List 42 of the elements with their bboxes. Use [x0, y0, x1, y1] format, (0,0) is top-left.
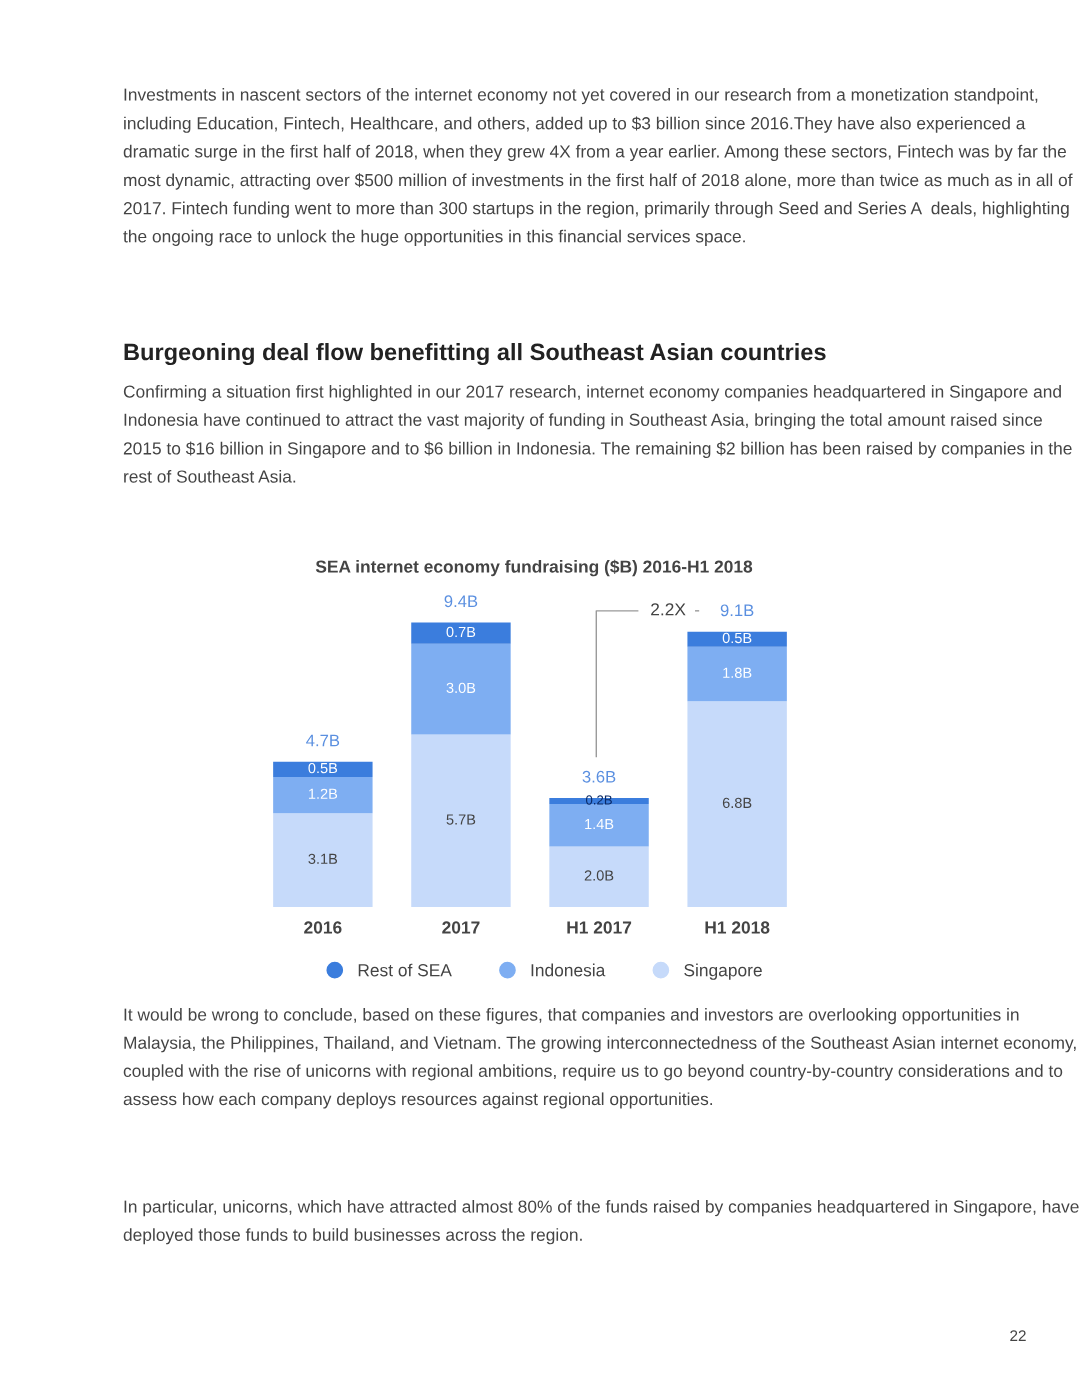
text: 2.2X	[651, 603, 686, 616]
x-tick-label: 2016	[304, 921, 342, 934]
total-label: 4.7B	[306, 734, 340, 747]
bar	[411, 643, 511, 735]
data-label: 0.5B	[308, 762, 338, 774]
data-label: 6.8B	[722, 797, 752, 809]
data-label: 1.2B	[308, 788, 338, 799]
bar	[273, 776, 373, 814]
x-tick-label: 2017	[442, 921, 480, 934]
bar	[273, 813, 373, 907]
data-label: 0.2B	[585, 795, 612, 805]
bar	[273, 761, 373, 777]
bar	[549, 804, 649, 847]
data-label: 3.1B	[308, 853, 338, 865]
legend-label: Singapore	[684, 963, 762, 980]
data-label: 3.0B	[446, 682, 476, 694]
x-tick-label: H1 2017	[567, 921, 632, 934]
data-label: 1.8B	[723, 667, 752, 678]
total-label: 9.1B	[720, 604, 754, 617]
bar	[687, 701, 787, 907]
x-tick-label: H1 2018	[705, 921, 770, 934]
bar	[549, 846, 649, 907]
data-label: 2.0B	[584, 870, 614, 881]
total-label: 3.6B	[582, 770, 616, 783]
text: In particular, unicorns, which have attracted almost 80% of the funds raised by companies headquartered in Singapore, have deployed those funds to build businesses across the region.	[123, 1200, 1079, 1245]
data-label: 0.5B	[722, 632, 752, 644]
bar	[411, 734, 511, 907]
text: 22	[1010, 1330, 1026, 1341]
bar	[411, 622, 511, 644]
text: Investments in nascent sectors of the internet economy not yet covered in our research from a monetization standpoint, including Education, Fintech, Healthcare, and others, added up to $3 billion since 2016.They have also experienced a dramatic surge in the first half of 2018, when they grew 4X from a year earlier. Among these sectors, Fintech was by far the most dynamic, attracting over $500 million of investments in the first half of 2018 alone, more than twice as much as in all of 2017. Fintech funding went to more than 300 startups in the region, primarily through Seed and Series A deals, highlighting the ongoing race to unlock the huge opportunities in this financial services space.	[123, 88, 1073, 246]
data-label: 1.4B	[585, 819, 614, 830]
data-label: 5.7B	[446, 814, 476, 825]
text: Burgeoning deal flow benefitting all Southeast Asian countries	[124, 343, 826, 366]
total-label: 9.4B	[444, 595, 478, 608]
legend-label: Indonesia	[531, 963, 606, 977]
chart-title: SEA internet economy fundraising ($B) 2016-H1 2018	[315, 559, 753, 577]
text: Confirming a situation first highlighted in our 2017 research, internet economy companies headquartered in Singapore and Indonesia have continued to attract the vast majority of funding in Southeast Asia, bringing the total amount raised since 2015 to $16 billion in Singapore and to $6 billion in Indonesia. The remaining $2 billion has been raised by companies in the rest of Southeast Asia.	[123, 385, 1072, 483]
legend-label: Rest of SEA	[358, 963, 452, 977]
bar	[687, 631, 787, 647]
bar	[687, 646, 787, 702]
text: It would be wrong to conclude, based on these figures, that companies and investors are overlooking opportunities in Malaysia, the Philippines, Thailand, and Vietnam. The growing interconnectedness of the Southeast Asian internet economy, coupled with the rise of unicorns with regional ambitions, require us to go beyond country-by-country considerations and to assess how each company deploys resources against regional opportunities.	[123, 1008, 1076, 1109]
data-label: 0.7B	[446, 626, 476, 638]
